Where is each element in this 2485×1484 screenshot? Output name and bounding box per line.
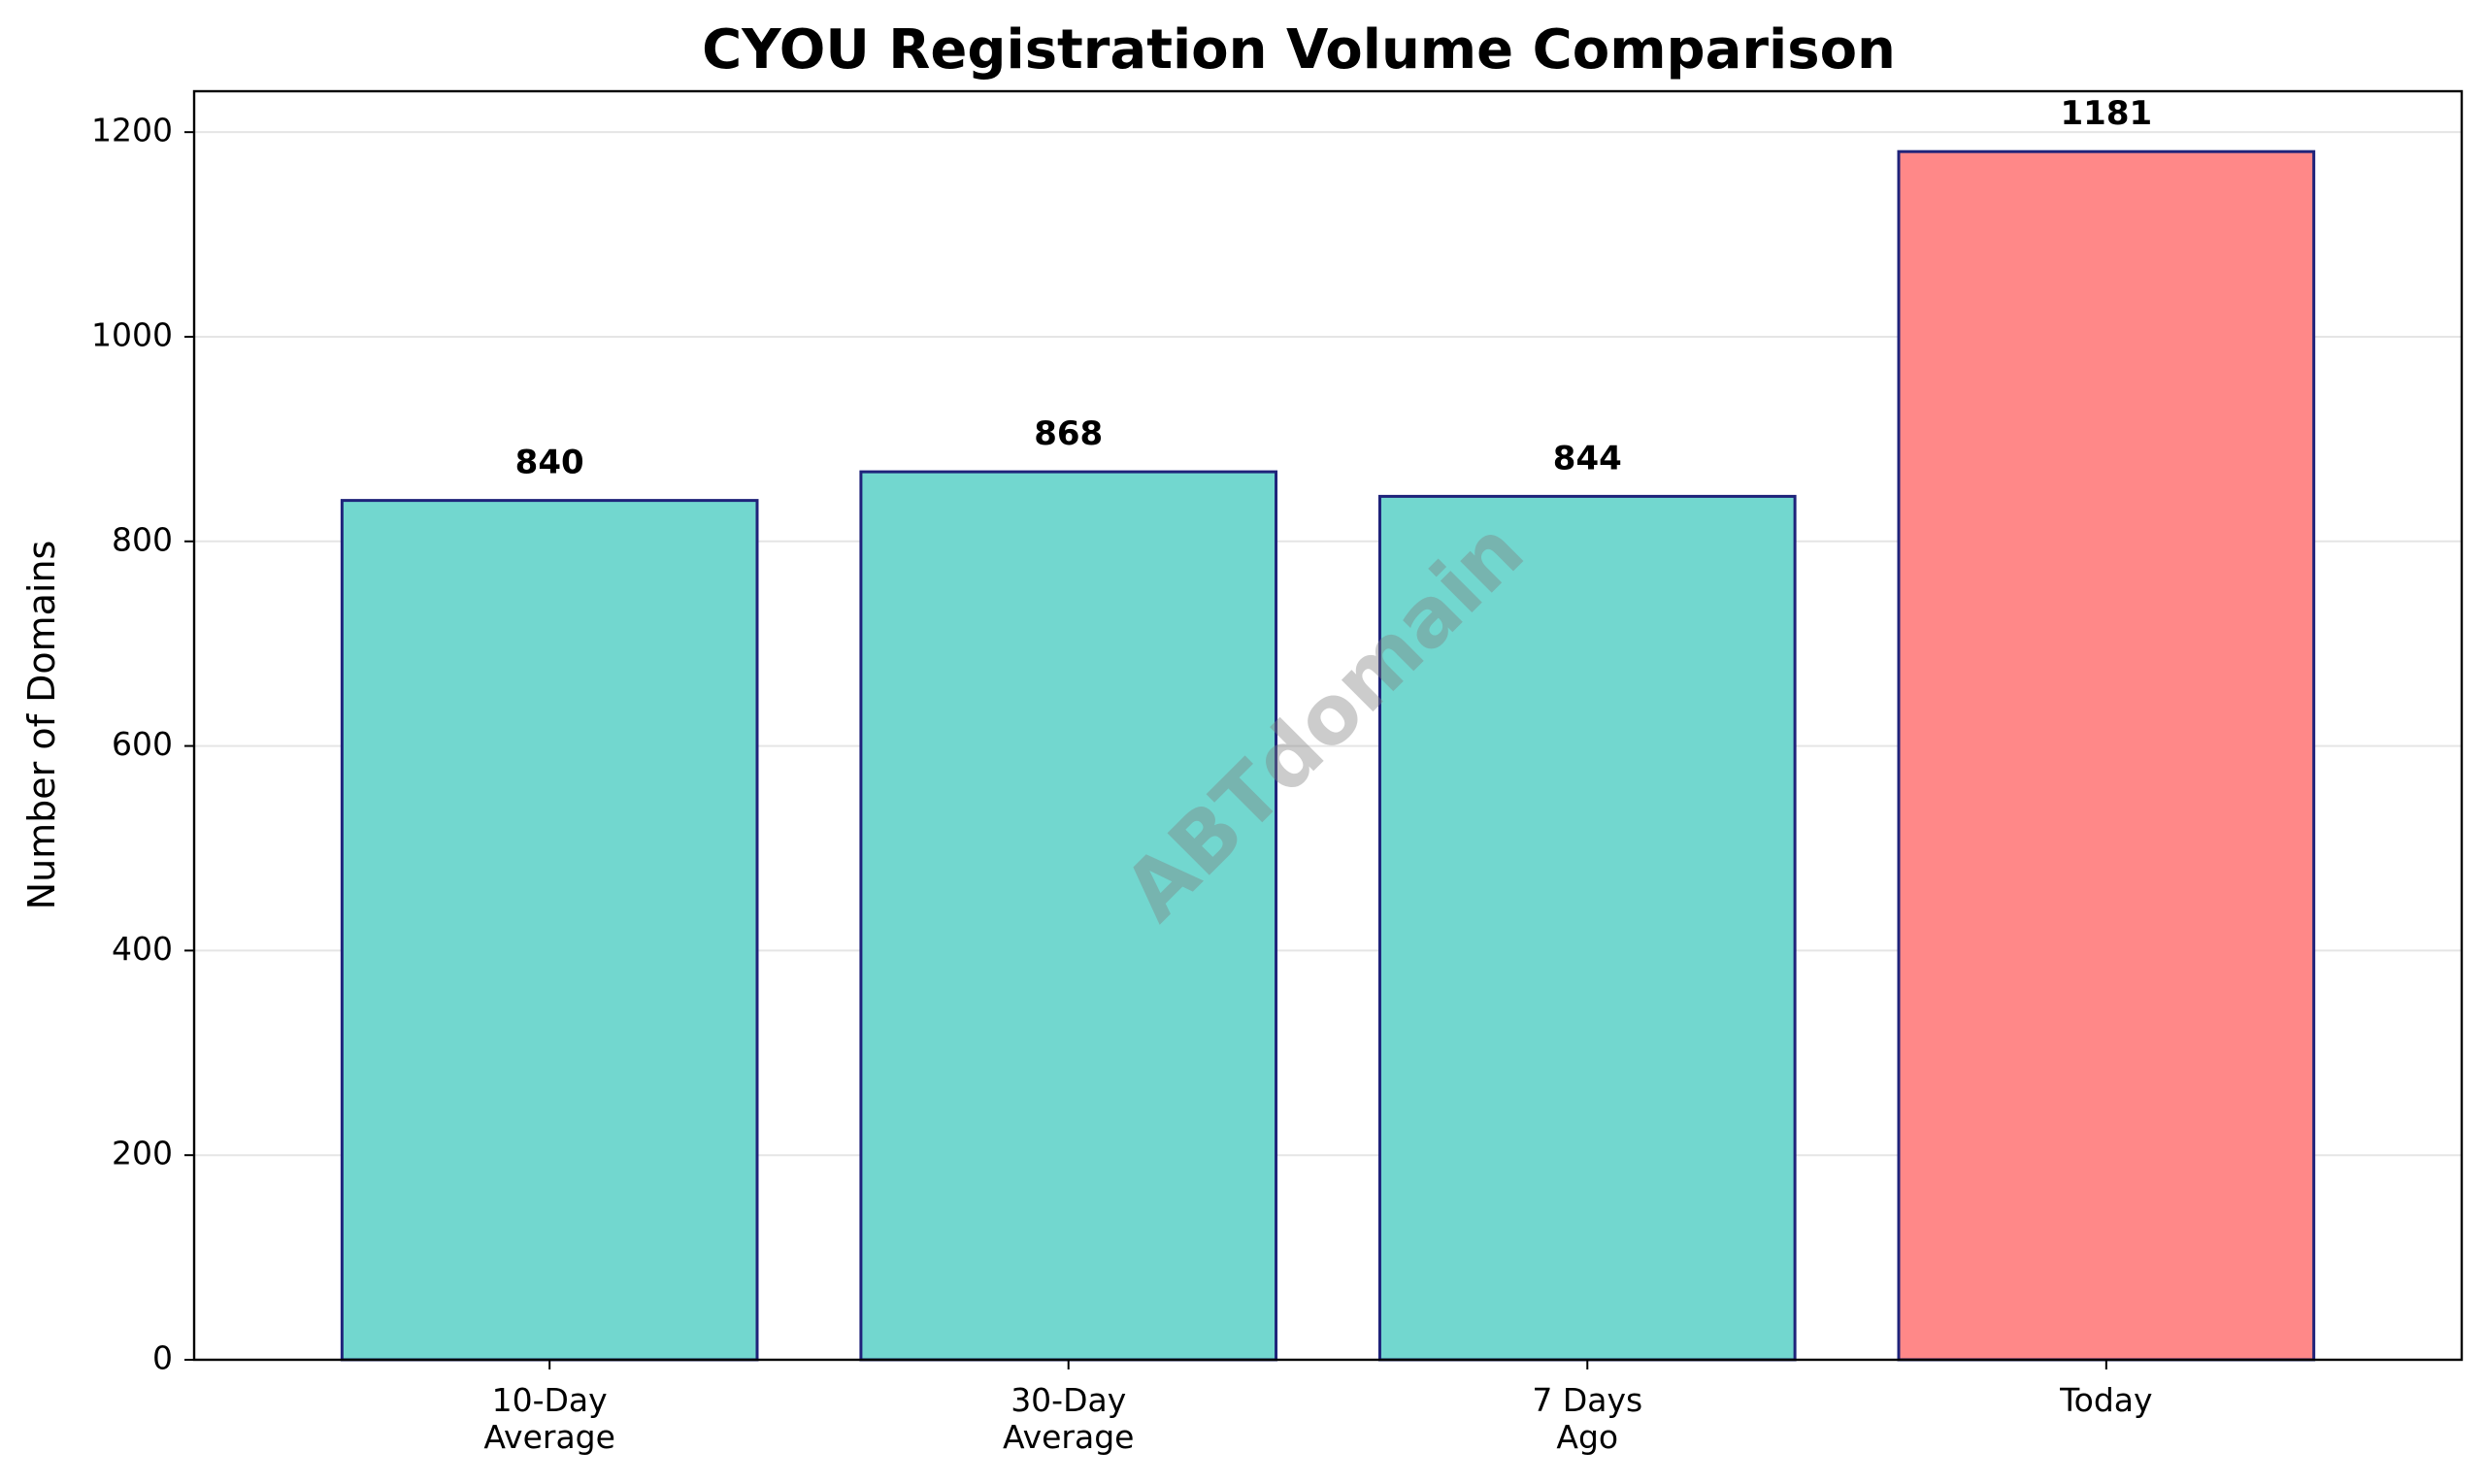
y-tick-label: 1200 xyxy=(91,112,173,149)
bars xyxy=(340,149,2316,1362)
chart-title: CYOU Registration Volume Comparison xyxy=(702,18,1896,82)
y-axis-ticks: 0 200 400 600 800 1000 1200 xyxy=(91,112,194,1377)
plot-frame xyxy=(192,89,2464,1362)
x-tick-label-line: 7 Days xyxy=(1532,1381,1642,1419)
data-label-2: 844 xyxy=(1553,439,1622,478)
data-label-1: 868 xyxy=(1034,414,1103,453)
bar-3 xyxy=(1897,149,2316,1362)
x-tick-label-0: 10-Day Average xyxy=(483,1381,615,1456)
y-tick-label: 400 xyxy=(112,930,173,968)
x-tick-label-line: 10-Day xyxy=(492,1381,608,1419)
x-tick-label-line: Today xyxy=(2059,1381,2152,1419)
bar-2 xyxy=(1377,494,1797,1362)
x-tick-label-line: Ago xyxy=(1556,1418,1618,1456)
value-labels: 840 868 844 1181 xyxy=(515,94,2152,481)
y-tick-label: 600 xyxy=(112,725,173,763)
y-tick-label: 200 xyxy=(112,1135,173,1172)
data-label-3: 1181 xyxy=(2061,94,2153,133)
x-tick-label-line: Average xyxy=(483,1418,615,1456)
x-tick-label-line: 30-Day xyxy=(1011,1381,1126,1419)
y-axis-label: Number of Domains xyxy=(20,541,63,910)
y-tick-label: 0 xyxy=(152,1339,173,1377)
bar-0 xyxy=(340,499,759,1362)
y-tick-label: 800 xyxy=(112,520,173,558)
data-label-0: 840 xyxy=(515,444,584,482)
bar-1 xyxy=(859,470,1278,1362)
x-tick-label-2: 7 Days Ago xyxy=(1532,1381,1642,1456)
x-tick-label-3: Today xyxy=(2059,1381,2152,1419)
y-tick-label: 1000 xyxy=(91,315,173,353)
x-tick-label-1: 30-Day Average xyxy=(1003,1381,1135,1456)
x-tick-label-line: Average xyxy=(1003,1418,1135,1456)
